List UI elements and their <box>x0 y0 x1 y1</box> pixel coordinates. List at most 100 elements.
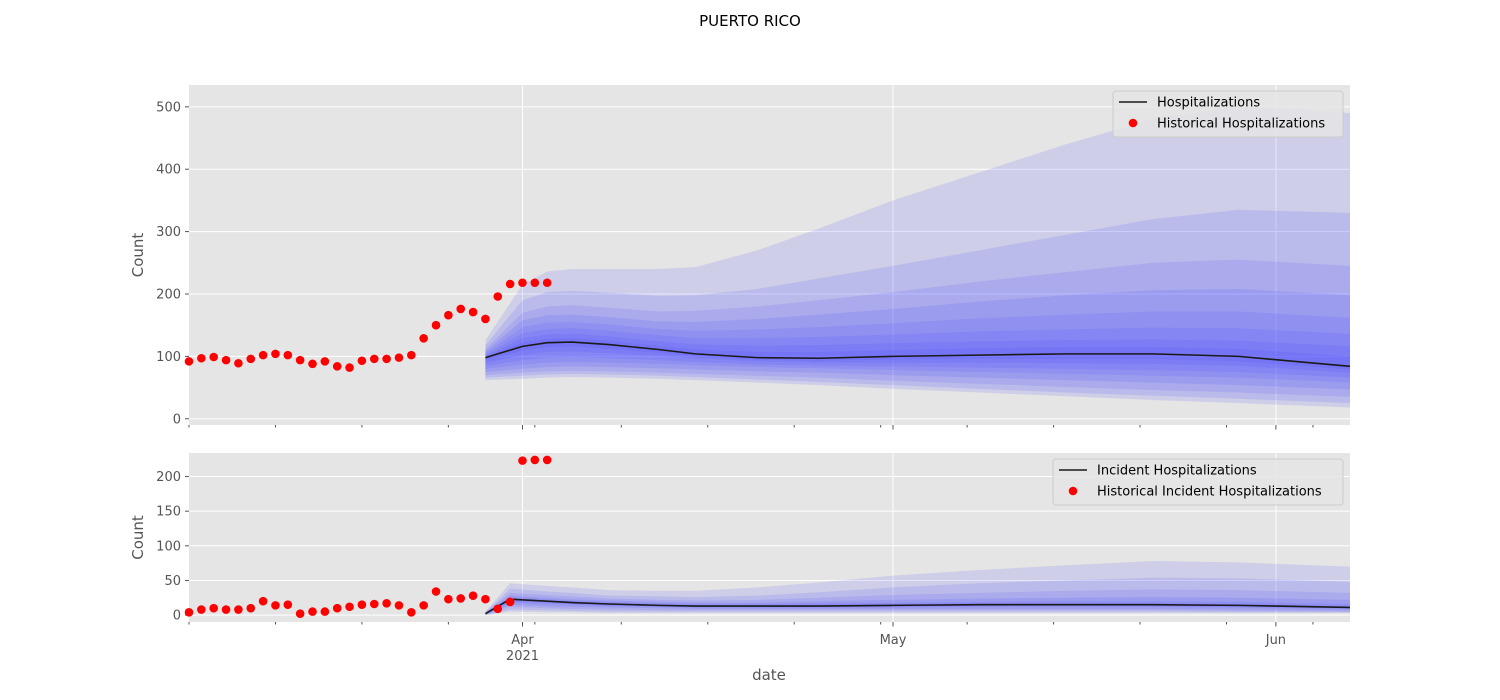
forecast-band <box>485 338 1350 370</box>
historical-point <box>221 355 231 365</box>
historical-point <box>209 603 218 613</box>
plot-content <box>485 561 1350 616</box>
historical-point <box>258 596 268 606</box>
legend-point-swatch <box>1068 486 1078 496</box>
historical-point <box>234 605 243 614</box>
historical-point <box>493 604 503 614</box>
historical-point <box>184 608 194 617</box>
y-tick-label: 400 <box>156 163 181 178</box>
historical-point <box>295 355 305 365</box>
legend-entry-forecast: Incident Hospitalizations <box>1097 464 1257 479</box>
historical-point <box>271 349 280 359</box>
chart-title: PUERTO RICO <box>699 12 801 30</box>
historical-point <box>308 607 317 616</box>
y-tick-label: 200 <box>156 470 181 485</box>
historical-point <box>505 279 515 289</box>
legend-entry-historical: Historical Hospitalizations <box>1157 117 1325 132</box>
historical-point <box>345 363 354 372</box>
historical-point <box>493 292 503 301</box>
forecast-band <box>485 289 1350 390</box>
historical-point <box>197 353 206 363</box>
historical-point <box>357 600 367 609</box>
historical-point <box>481 594 490 604</box>
y-tick-label: 0 <box>173 412 181 427</box>
historical-point <box>419 601 428 610</box>
historical-point <box>357 356 367 366</box>
historical-point <box>468 591 478 600</box>
historical-point <box>369 354 379 364</box>
historical-point <box>209 352 218 362</box>
historical-point <box>308 359 317 369</box>
historical-point <box>234 358 243 368</box>
historical-point <box>394 601 404 610</box>
historical-point <box>530 455 540 465</box>
historical-point <box>332 603 342 613</box>
historical-point <box>369 599 379 609</box>
historical-point <box>542 278 552 288</box>
y-tick-label: 100 <box>156 539 181 554</box>
historical-point <box>271 601 280 610</box>
forecast-band <box>485 311 1350 383</box>
historical-point <box>444 594 453 604</box>
historical-point <box>320 357 330 366</box>
historical-point <box>505 597 515 607</box>
y-tick-label: 200 <box>156 287 181 302</box>
historical-point <box>197 605 206 614</box>
historical-point <box>518 456 527 465</box>
plot-content <box>485 105 1350 408</box>
historical-point <box>530 278 540 288</box>
legend-box <box>1112 90 1344 138</box>
historical-point <box>345 602 354 612</box>
historical-point <box>481 314 490 324</box>
y-tick-label: 100 <box>156 350 181 365</box>
plot-area <box>189 85 1350 425</box>
y-tick-label: 50 <box>164 574 181 589</box>
historical-point <box>221 605 231 614</box>
historical-point <box>431 587 441 596</box>
y-axis-label: Count <box>129 515 147 560</box>
historical-point <box>382 599 391 608</box>
x-axis-label: date <box>752 666 786 684</box>
historical-point <box>283 600 293 609</box>
x-tick-label: Jun <box>1265 633 1286 648</box>
y-tick-label: 300 <box>156 225 181 240</box>
historical-point <box>419 333 428 343</box>
forecast-median-line <box>485 598 1350 615</box>
y-tick-label: 500 <box>156 100 181 115</box>
forecast-band <box>485 259 1350 397</box>
x-tick-label: Apr <box>511 633 534 648</box>
historical-point <box>468 307 478 317</box>
forecast-band <box>485 561 1350 616</box>
legend-point-swatch <box>1128 118 1138 128</box>
historical-point <box>246 603 256 613</box>
x-tick-sublabel: 2021 <box>506 649 539 664</box>
legend-box <box>1052 458 1344 506</box>
historical-point <box>456 594 466 603</box>
historical-point <box>456 304 466 314</box>
hospitalizations-panel: 0 100 200 300 400 500 Count Hospitalizations His… <box>129 85 1350 430</box>
forecast-band <box>485 327 1350 378</box>
forecast-band <box>485 333 1350 373</box>
historical-point <box>320 607 330 616</box>
legend-entry-forecast: Hospitalizations <box>1157 96 1260 111</box>
y-axis-label: Count <box>129 233 147 278</box>
historical-point <box>518 278 527 288</box>
historical-point <box>246 354 256 364</box>
y-tick-label: 150 <box>156 505 181 520</box>
forecast-band <box>485 589 1350 616</box>
historical-point <box>295 609 305 618</box>
forecast-median-line <box>485 341 1350 368</box>
historical-point <box>444 310 453 320</box>
forecast-band <box>485 105 1350 408</box>
historical-point <box>382 354 391 364</box>
historical-point <box>258 350 268 360</box>
y-tick-label: 0 <box>173 609 181 624</box>
historical-point <box>407 608 416 617</box>
historical-point <box>184 357 194 366</box>
x-tick-label: May <box>880 633 907 648</box>
historical-point <box>394 353 404 362</box>
legend-entry-historical: Historical Incident Hospitalizations <box>1097 485 1322 500</box>
historical-point <box>332 362 342 371</box>
